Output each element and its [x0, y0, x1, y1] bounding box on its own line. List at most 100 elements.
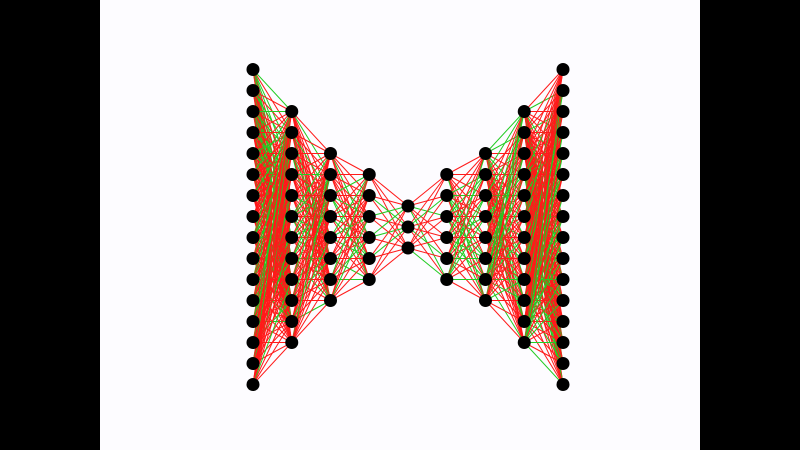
neuron-node: [285, 315, 299, 328]
connection-edge: [252, 111, 293, 385]
neuron-node: [556, 189, 570, 202]
connection-edge: [446, 216, 486, 280]
connection-edge: [369, 205, 409, 217]
neuron-node: [517, 252, 531, 265]
connection-edge: [330, 174, 370, 259]
connection-edge: [252, 111, 292, 133]
connection-edge: [368, 226, 409, 280]
connection-edge: [291, 132, 331, 154]
neuron-node: [362, 168, 376, 181]
neuron-node: [517, 147, 531, 160]
connection-edge: [291, 153, 331, 196]
connection-edge: [485, 216, 525, 301]
neuron-node: [246, 84, 260, 97]
neuron-node: [401, 241, 415, 255]
connection-edge: [485, 111, 525, 259]
connection-edge: [291, 153, 331, 259]
neuron-node: [517, 210, 531, 223]
connection-edge: [446, 174, 486, 280]
neuron-node: [246, 189, 260, 202]
connection-edge: [252, 111, 293, 322]
connection-edge: [485, 132, 525, 301]
connection-edge: [252, 90, 292, 112]
neuron-node: [517, 294, 531, 307]
connection-edge: [446, 237, 486, 280]
neuron-node: [517, 231, 531, 244]
neuron-node: [556, 105, 570, 118]
neuron-node: [324, 252, 337, 265]
connection-edge: [330, 258, 370, 301]
connection-edge: [291, 174, 331, 343]
connection-edge: [446, 153, 486, 175]
neuron-node: [556, 252, 570, 265]
neuron-node: [556, 147, 570, 160]
neuron-node: [285, 168, 299, 181]
neuron-node: [440, 210, 454, 223]
connection-edge: [446, 153, 486, 238]
connection-edge: [485, 279, 525, 301]
connection-edge: [485, 111, 525, 280]
neuron-node: [556, 126, 570, 139]
connection-edge: [368, 247, 409, 280]
connection-edge: [252, 321, 293, 385]
connection-edge: [291, 258, 331, 343]
connection-edge: [446, 153, 486, 217]
connection-edge: [330, 195, 370, 301]
connection-edge: [330, 216, 370, 301]
connection-edge: [291, 300, 331, 343]
connection-edge: [330, 174, 370, 217]
connection-edge: [291, 153, 331, 301]
connection-edge: [523, 132, 564, 343]
connection-edge: [330, 279, 370, 301]
neuron-node: [479, 147, 492, 160]
neuron-node: [479, 210, 492, 223]
neuron-node: [517, 273, 531, 286]
neuron-node: [362, 273, 376, 286]
connection-edge: [291, 195, 331, 343]
connection-edge: [523, 69, 564, 280]
neuron-node: [479, 294, 492, 307]
connection-edge: [252, 111, 293, 196]
neuron-node: [556, 210, 570, 223]
neuron-node: [440, 273, 454, 286]
neuron-node: [324, 168, 337, 181]
connection-edge: [291, 279, 331, 343]
connection-edge: [523, 69, 564, 133]
connection-edge: [252, 111, 293, 280]
connection-edge: [524, 342, 564, 364]
neuron-node: [556, 294, 570, 307]
neuron-node: [285, 336, 299, 349]
neuron-node: [556, 231, 570, 244]
neuron-node: [324, 189, 337, 202]
connection-edge: [485, 300, 525, 322]
connection-edge: [252, 111, 293, 301]
network-canvas: [100, 0, 700, 450]
neuron-node: [556, 84, 570, 97]
connection-edge: [252, 195, 293, 385]
connection-edge: [291, 153, 331, 322]
neuron-node: [285, 294, 299, 307]
neuron-node: [556, 273, 570, 286]
neuron-node: [246, 231, 260, 244]
connection-edge: [485, 237, 525, 301]
connection-edge: [252, 69, 293, 112]
connection-edge: [291, 153, 331, 343]
neuron-node: [246, 357, 260, 370]
neuron-node: [479, 252, 492, 265]
neuron-node: [285, 105, 299, 118]
neuron-node: [479, 273, 492, 286]
connection-edge: [446, 258, 486, 280]
connection-edge: [252, 216, 293, 385]
neuron-node: [362, 252, 376, 265]
connection-edge: [485, 111, 525, 196]
connection-edge: [252, 342, 293, 385]
connection-edge: [485, 195, 525, 301]
neuron-node: [517, 105, 531, 118]
connection-edge: [523, 69, 564, 238]
neuron-node: [517, 126, 531, 139]
connection-edge: [407, 247, 448, 280]
neuron-node: [246, 378, 260, 391]
neuron-node: [517, 168, 531, 181]
connection-edge: [368, 205, 409, 259]
neuron-node: [556, 336, 570, 349]
